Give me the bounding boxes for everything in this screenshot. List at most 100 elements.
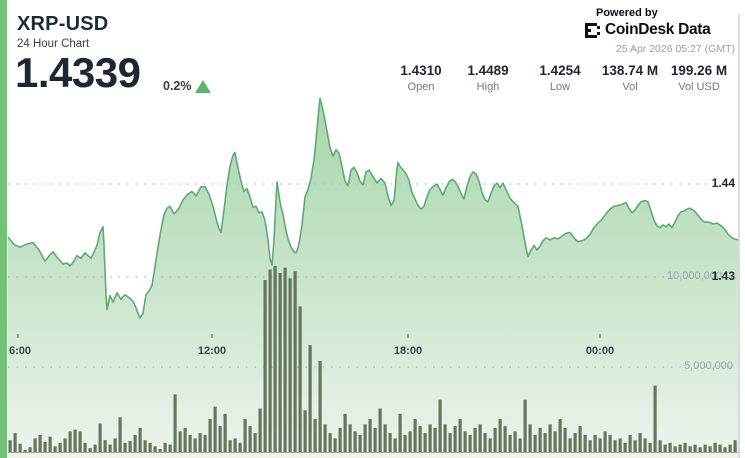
volume-bar — [228, 440, 232, 453]
volume-bar — [463, 431, 467, 453]
volume-bar — [673, 446, 677, 453]
volume-bar — [308, 345, 312, 453]
stat-open-value: 1.4310 — [400, 63, 442, 78]
volume-bar — [638, 433, 642, 453]
stat-high-label: High — [476, 81, 500, 93]
volume-bar — [198, 433, 202, 453]
volume-bar — [363, 424, 367, 453]
volume-bar — [23, 449, 27, 453]
volume-bar — [223, 413, 227, 453]
volume-bar — [378, 408, 382, 453]
volume-bar — [33, 438, 37, 453]
volume-bar — [288, 278, 292, 453]
volume-bar — [528, 424, 532, 453]
stat-low-label: Low — [549, 81, 571, 93]
volume-bar — [678, 444, 682, 453]
volume-bar — [213, 406, 217, 453]
volume-bar — [168, 444, 172, 453]
volume-bar — [103, 440, 107, 453]
x-axis-tick — [17, 334, 19, 338]
volume-bar — [233, 438, 237, 453]
volume-bar — [493, 427, 497, 453]
up-triangle-icon — [195, 80, 211, 93]
volume-bar — [703, 444, 707, 453]
volume-bar — [723, 447, 727, 453]
volume-bar — [138, 427, 142, 453]
chart-subtitle: 24 Hour Chart — [17, 38, 90, 50]
price-area-fill — [8, 98, 738, 458]
volume-bar — [108, 444, 112, 453]
x-axis-time-label-6: 6:00 — [9, 345, 32, 357]
coindesk-logo-icon — [585, 22, 600, 38]
x-axis-time-label-12: 12:00 — [197, 345, 227, 357]
volume-bar — [563, 427, 567, 453]
volume-bar — [333, 438, 337, 453]
price-line — [7, 97, 739, 319]
coindesk-brand-text: CoinDesk Data — [605, 21, 711, 38]
volume-bar — [543, 433, 547, 453]
volume-bar — [628, 434, 632, 453]
volume-bar — [478, 424, 482, 453]
powered-by-label: Powered by — [596, 7, 658, 19]
volume-bar — [268, 269, 272, 453]
volume-bar — [508, 434, 512, 453]
volume-bar — [253, 433, 257, 453]
volume-bar — [538, 427, 542, 453]
volume-bar — [598, 438, 602, 453]
volume-bar — [583, 434, 587, 453]
volume-bar — [338, 427, 342, 453]
volume-bar — [28, 447, 32, 453]
volume-bar — [158, 449, 162, 453]
volume-bar — [248, 426, 252, 453]
volume-bar — [718, 444, 722, 453]
volume-bar — [163, 442, 167, 453]
x-axis-tick — [211, 334, 213, 338]
volume-bar — [663, 444, 667, 453]
volume-bar — [93, 444, 97, 453]
volume-bar — [588, 440, 592, 453]
y-axis-price-label-143: 1.43 — [711, 269, 735, 283]
volume-bar — [193, 438, 197, 453]
volume-bar — [578, 426, 582, 453]
volume-bar — [473, 427, 477, 453]
stat-vol-usd: 199.26 M Vol USD — [671, 63, 727, 93]
stat-vol-usd-label: Vol USD — [678, 81, 720, 93]
y-axis-volume-label-5m: 5,000,000 — [684, 360, 733, 372]
volume-bar — [398, 413, 402, 453]
volume-bar — [613, 440, 617, 453]
y-axis-volume-label-10m: 10,000,000 — [666, 270, 722, 282]
volume-bar — [173, 394, 177, 453]
volume-bar — [238, 442, 242, 453]
volume-bar — [48, 436, 52, 453]
volume-bar — [133, 434, 137, 453]
volume-bar — [283, 267, 287, 453]
volume-bar — [623, 442, 627, 453]
volume-bar — [643, 438, 647, 453]
volume-bar — [713, 442, 717, 453]
volume-bar — [18, 443, 22, 453]
x-axis-tick — [599, 334, 601, 338]
volume-bar — [708, 446, 712, 453]
volume-bar — [428, 424, 432, 453]
price-change: 0.2% — [163, 79, 192, 93]
volume-bar — [148, 442, 152, 453]
symbol-title: XRP-USD — [17, 13, 109, 35]
volume-bar — [533, 434, 537, 453]
volume-bar — [453, 426, 457, 453]
card-right-border — [738, 14, 740, 458]
coindesk-brand-link[interactable]: CoinDesk Data — [585, 21, 711, 39]
volume-bar — [143, 440, 147, 453]
stat-open: 1.4310 Open — [400, 63, 441, 93]
stat-vol-value: 138.74 M — [601, 63, 659, 78]
volume-bar — [83, 442, 87, 453]
volume-bar — [183, 427, 187, 453]
volume-bar — [373, 427, 377, 453]
volume-bar — [458, 419, 462, 453]
volume-bar — [123, 442, 127, 453]
volume-bar — [568, 438, 572, 453]
volume-bar — [513, 431, 517, 453]
stat-open-label: Open — [407, 81, 435, 93]
volume-bar — [258, 408, 262, 453]
